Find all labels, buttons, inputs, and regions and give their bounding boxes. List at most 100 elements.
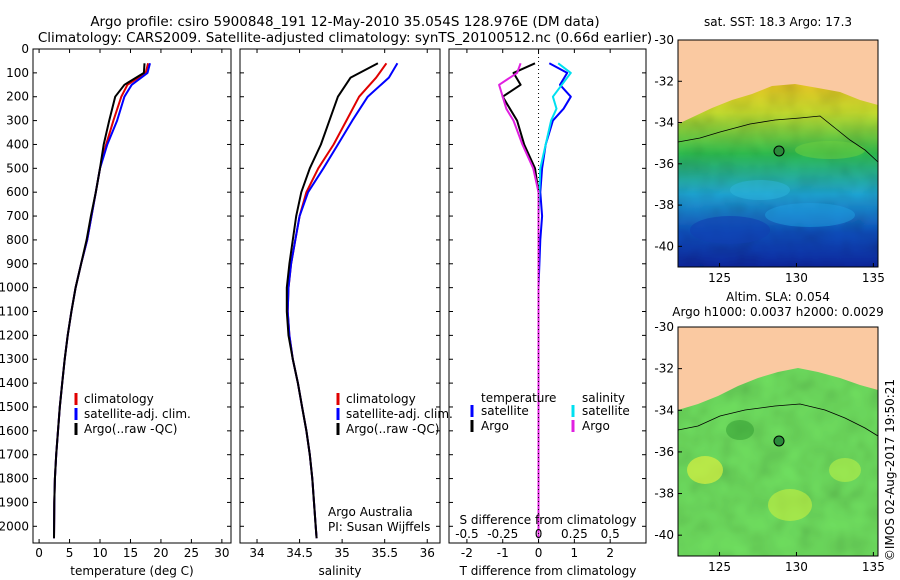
depth-tick-label: 1900 xyxy=(0,495,29,509)
x-tick-label: 34.5 xyxy=(286,546,313,560)
difference-series-group xyxy=(498,62,572,539)
s-diff-tick-label: 0.5 xyxy=(601,527,620,541)
lat-tick-label: -40 xyxy=(654,528,674,542)
x-tick-label: 0 xyxy=(35,546,43,560)
depth-tick-label: 1000 xyxy=(0,281,29,295)
figure-title-line1: Argo profile: csiro 5900848_191 12-May-2… xyxy=(90,14,599,30)
lat-tick-label: -32 xyxy=(654,74,674,88)
sla-map-frame xyxy=(677,326,879,557)
depth-tick-label: 1200 xyxy=(0,328,29,342)
legend-argo-label: Argo(..raw -QC) xyxy=(84,422,177,436)
depth-tick-label: 1500 xyxy=(0,400,29,414)
s-diff-tick-label: -0.25 xyxy=(487,527,518,541)
lat-tick-label: -38 xyxy=(654,487,674,501)
difference-bottom-xlabel: T difference from climatology xyxy=(459,564,637,578)
legend-satellite-label: satellite-adj. clim. xyxy=(84,407,191,421)
imos-timestamp: ©IMOS 02-Aug-2017 19:50:21 xyxy=(883,379,897,561)
difference-panel-frame xyxy=(448,48,647,544)
land-mask xyxy=(678,40,878,124)
s-diff-tick-label: 0 xyxy=(535,527,543,541)
legend-t-satellite-label: satellite xyxy=(481,404,529,418)
profile-x-axes: 0 5 10 15 20 25 30 34 34.5 35 35.5 36 -2 -1 0 1 2 -0.5 -0.… xyxy=(35,49,620,560)
legend-salinity-heading: salinity xyxy=(582,391,625,405)
x-tick-label: 36 xyxy=(420,546,435,560)
argo-australia-credit: Argo Australia xyxy=(328,505,413,519)
lat-tick-label: -34 xyxy=(654,116,674,130)
x-tick-label: 0 xyxy=(535,546,543,560)
difference-top-xlabel: S difference from climatology xyxy=(460,513,637,527)
float-position-marker xyxy=(773,435,785,447)
sla-map-title: Altim. SLA: 0.054 xyxy=(726,290,830,304)
sst-map-frame xyxy=(677,39,879,268)
series-line-argo xyxy=(285,62,379,539)
depth-tick-label: 700 xyxy=(6,209,29,223)
salinity-series-group xyxy=(285,62,399,539)
lon-tick-label: 135 xyxy=(862,560,885,574)
lat-tick-label: -36 xyxy=(654,157,674,171)
temperature-panel-frame xyxy=(32,48,232,544)
x-tick-label: 35 xyxy=(334,546,349,560)
land-mask xyxy=(678,327,878,410)
depth-tick-label: 0 xyxy=(21,42,29,56)
legend-t-argo-label: Argo xyxy=(481,419,509,433)
legend-argo-label: Argo(..raw -QC) xyxy=(346,422,439,436)
depth-tick-label: 800 xyxy=(6,233,29,247)
temperature-series-group xyxy=(53,63,151,539)
lat-tick-label: -30 xyxy=(654,320,674,334)
depth-tick-label: 900 xyxy=(6,257,29,271)
lon-tick-label: 125 xyxy=(708,560,731,574)
s-diff-tick-label: 0.25 xyxy=(561,527,588,541)
lat-tick-label: -40 xyxy=(654,239,674,253)
difference-legend: temperature satellite Argo salinity sate… xyxy=(470,391,630,433)
depth-tick-label: 2000 xyxy=(0,519,29,533)
x-tick-label: 15 xyxy=(123,546,138,560)
legend-satellite-label: satellite-adj. clim. xyxy=(346,407,453,421)
legend-climatology-label: climatology xyxy=(346,392,416,406)
sst-map-title: sat. SST: 18.3 Argo: 17.3 xyxy=(704,15,852,29)
temperature-xlabel: temperature (deg C) xyxy=(70,564,193,578)
x-tick-label: 1 xyxy=(571,546,579,560)
depth-tick-label: 600 xyxy=(6,185,29,199)
lat-tick-label: -34 xyxy=(654,403,674,417)
sla-map-subtitle: Argo h1000: 0.0037 h2000: 0.0029 xyxy=(672,305,884,319)
legend-temperature-heading: temperature xyxy=(481,391,556,405)
depth-tick-label: 500 xyxy=(6,161,29,175)
depth-tick-label: 400 xyxy=(6,137,29,151)
x-tick-label: 2 xyxy=(606,546,614,560)
lon-tick-label: 130 xyxy=(785,271,808,285)
lat-tick-label: -38 xyxy=(654,198,674,212)
sst-contour xyxy=(678,115,878,163)
depth-tick-label: 100 xyxy=(6,66,29,80)
x-tick-label: -1 xyxy=(497,546,509,560)
depth-tick-label: 1400 xyxy=(0,376,29,390)
depth-axis: 0 100 200 300 400 500 600 700 800 900 1000 1100 1200… xyxy=(0,42,646,533)
map-axes: 125 130 135 -30 -32 -34 -36 -38 -40 125 130 135 -30 -… xyxy=(654,33,884,574)
depth-tick-label: 1800 xyxy=(0,472,29,486)
depth-tick-label: 200 xyxy=(6,90,29,104)
x-tick-label: 25 xyxy=(184,546,199,560)
legend-s-satellite-label: satellite xyxy=(582,404,630,418)
legend-climatology-label: climatology xyxy=(84,392,154,406)
depth-tick-label: 1600 xyxy=(0,424,29,438)
x-tick-label: 30 xyxy=(214,546,229,560)
x-tick-label: -2 xyxy=(461,546,473,560)
lat-tick-label: -36 xyxy=(654,445,674,459)
x-tick-label: 34 xyxy=(249,546,264,560)
x-tick-label: 10 xyxy=(92,546,107,560)
x-tick-label: 35.5 xyxy=(371,546,398,560)
lon-tick-label: 135 xyxy=(862,271,885,285)
salinity-legend: climatology satellite-adj. clim. Argo(..… xyxy=(328,392,453,534)
float-position-marker xyxy=(773,145,785,157)
depth-tick-label: 1300 xyxy=(0,352,29,366)
temperature-legend: climatology satellite-adj. clim. Argo(..… xyxy=(74,392,191,436)
lon-tick-label: 125 xyxy=(708,271,731,285)
depth-tick-label: 1100 xyxy=(0,305,29,319)
depth-tick-label: 1700 xyxy=(0,448,29,462)
x-tick-label: 20 xyxy=(153,546,168,560)
figure-title-line2: Climatology: CARS2009. Satellite-adjuste… xyxy=(38,30,652,46)
series-line-argo xyxy=(53,63,146,539)
lat-tick-label: -30 xyxy=(654,33,674,47)
sla-contour xyxy=(678,403,878,437)
